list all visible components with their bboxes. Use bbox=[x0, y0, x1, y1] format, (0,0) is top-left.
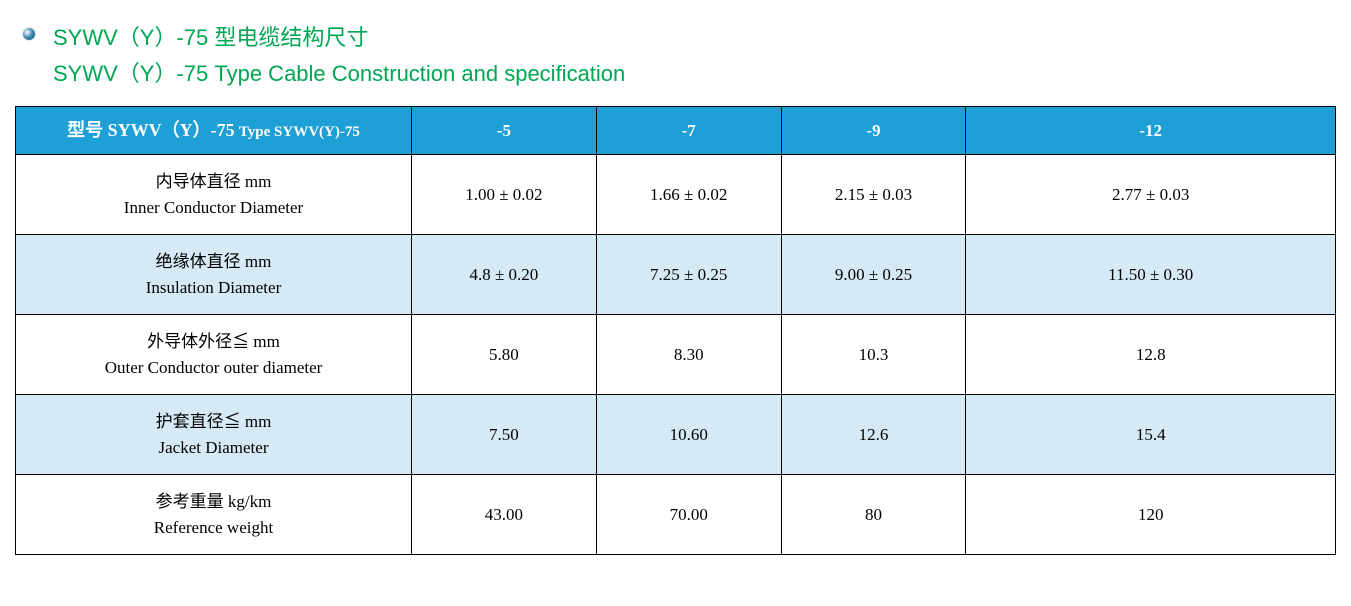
row-label-cn: 外导体外径≦ mm bbox=[24, 329, 403, 355]
value-cell: 1.00 ± 0.02 bbox=[412, 155, 597, 235]
value-cell: 1.66 ± 0.02 bbox=[596, 155, 781, 235]
header-label-en: Type SYWV(Y)-75 bbox=[239, 124, 360, 140]
header-col: -7 bbox=[596, 107, 781, 155]
spec-table: 型号 SYWV（Y）-75 Type SYWV(Y)-75 -5 -7 -9 -… bbox=[15, 106, 1336, 555]
row-label-cell: 参考重量 kg/kmReference weight bbox=[16, 475, 412, 555]
row-label-cell: 绝缘体直径 mmInsulation Diameter bbox=[16, 235, 412, 315]
value-cell: 12.8 bbox=[966, 315, 1336, 395]
value-cell: 5.80 bbox=[412, 315, 597, 395]
row-label-en: Reference weight bbox=[24, 515, 403, 541]
row-label-en: Insulation Diameter bbox=[24, 275, 403, 301]
row-label-cn: 内导体直径 mm bbox=[24, 169, 403, 195]
table-body: 内导体直径 mmInner Conductor Diameter1.00 ± 0… bbox=[16, 155, 1336, 555]
table-row: 内导体直径 mmInner Conductor Diameter1.00 ± 0… bbox=[16, 155, 1336, 235]
header-col: -9 bbox=[781, 107, 966, 155]
table-row: 绝缘体直径 mmInsulation Diameter4.8 ± 0.207.2… bbox=[16, 235, 1336, 315]
value-cell: 43.00 bbox=[412, 475, 597, 555]
row-label-cn: 护套直径≦ mm bbox=[24, 409, 403, 435]
table-row: 护套直径≦ mmJacket Diameter7.5010.6012.615.4 bbox=[16, 395, 1336, 475]
title-line-en: SYWV（Y）-75 Type Cable Construction and s… bbox=[53, 56, 625, 88]
value-cell: 11.50 ± 0.30 bbox=[966, 235, 1336, 315]
row-label-cn: 绝缘体直径 mm bbox=[24, 249, 403, 275]
table-row: 参考重量 kg/kmReference weight43.0070.008012… bbox=[16, 475, 1336, 555]
value-cell: 120 bbox=[966, 475, 1336, 555]
value-cell: 8.30 bbox=[596, 315, 781, 395]
value-cell: 4.8 ± 0.20 bbox=[412, 235, 597, 315]
row-label-cn: 参考重量 kg/km bbox=[24, 489, 403, 515]
value-cell: 10.3 bbox=[781, 315, 966, 395]
table-header-row: 型号 SYWV（Y）-75 Type SYWV(Y)-75 -5 -7 -9 -… bbox=[16, 107, 1336, 155]
value-cell: 7.50 bbox=[412, 395, 597, 475]
row-label-cell: 外导体外径≦ mmOuter Conductor outer diameter bbox=[16, 315, 412, 395]
header-label-cn: 型号 SYWV（Y）-75 bbox=[67, 120, 235, 140]
value-cell: 12.6 bbox=[781, 395, 966, 475]
value-cell: 9.00 ± 0.25 bbox=[781, 235, 966, 315]
row-label-en: Inner Conductor Diameter bbox=[24, 195, 403, 221]
title-line-cn: SYWV（Y）-75 型电缆结构尺寸 bbox=[53, 20, 625, 52]
header-col: -5 bbox=[412, 107, 597, 155]
value-cell: 2.15 ± 0.03 bbox=[781, 155, 966, 235]
row-label-cell: 护套直径≦ mmJacket Diameter bbox=[16, 395, 412, 475]
header-col: -12 bbox=[966, 107, 1336, 155]
title-lines: SYWV（Y）-75 型电缆结构尺寸 SYWV（Y）-75 Type Cable… bbox=[53, 20, 625, 88]
row-label-cell: 内导体直径 mmInner Conductor Diameter bbox=[16, 155, 412, 235]
value-cell: 2.77 ± 0.03 bbox=[966, 155, 1336, 235]
row-label-en: Outer Conductor outer diameter bbox=[24, 355, 403, 381]
value-cell: 7.25 ± 0.25 bbox=[596, 235, 781, 315]
header-label-cell: 型号 SYWV（Y）-75 Type SYWV(Y)-75 bbox=[16, 107, 412, 155]
table-row: 外导体外径≦ mmOuter Conductor outer diameter5… bbox=[16, 315, 1336, 395]
bullet-icon bbox=[23, 28, 35, 40]
row-label-en: Jacket Diameter bbox=[24, 435, 403, 461]
value-cell: 15.4 bbox=[966, 395, 1336, 475]
value-cell: 70.00 bbox=[596, 475, 781, 555]
value-cell: 80 bbox=[781, 475, 966, 555]
section-heading: SYWV（Y）-75 型电缆结构尺寸 SYWV（Y）-75 Type Cable… bbox=[15, 20, 1336, 88]
value-cell: 10.60 bbox=[596, 395, 781, 475]
